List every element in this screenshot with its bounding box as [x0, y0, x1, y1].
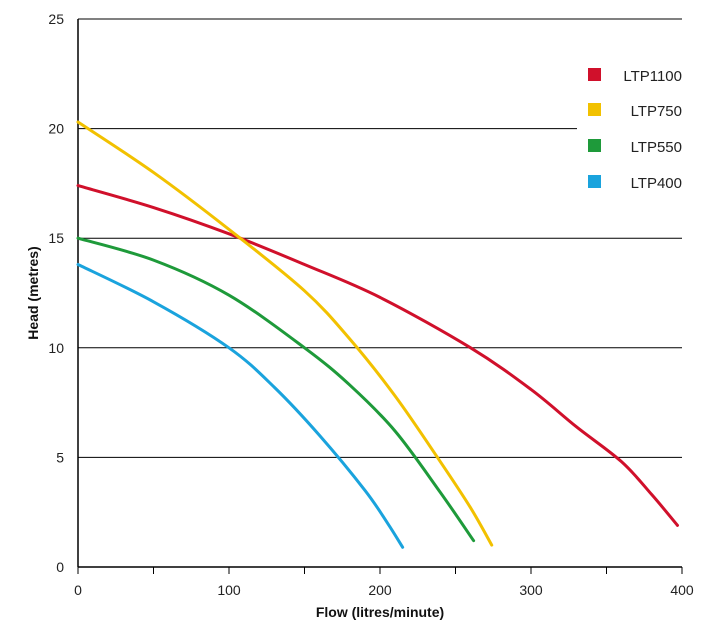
series-line-ltp1100	[76, 184, 679, 527]
x-tick-label: 0	[74, 582, 82, 598]
axes: 0 5 10 15 20 25 0 100 200 300 400	[48, 11, 693, 598]
legend-swatch	[588, 175, 601, 188]
x-tick-label: 300	[519, 582, 543, 598]
legend-swatch	[588, 68, 601, 81]
gridlines	[78, 18, 682, 458]
x-axis-title: Flow (litres/minute)	[316, 604, 444, 620]
y-tick-label: 15	[48, 230, 64, 246]
legend-label: LTP550	[631, 139, 682, 156]
legend-swatch	[588, 139, 601, 152]
y-tick-label: 5	[56, 449, 64, 465]
y-tick-label: 10	[48, 340, 64, 356]
legend-swatch	[588, 103, 601, 116]
legend-label: LTP750	[631, 103, 682, 120]
series-line-ltp550	[76, 236, 476, 543]
x-tick-label: 400	[670, 582, 694, 598]
legend-label: LTP1100	[623, 68, 682, 85]
series-line-ltp400	[76, 263, 405, 549]
series-lines	[76, 120, 679, 549]
series-line-ltp750	[76, 120, 494, 547]
x-tick-label: 200	[368, 582, 392, 598]
x-tick-label: 100	[217, 582, 241, 598]
legend: LTP1100 LTP750 LTP550 LTP400	[588, 68, 682, 192]
legend-label: LTP400	[631, 175, 682, 192]
y-tick-label: 20	[48, 121, 64, 137]
y-tick-label: 0	[56, 559, 64, 575]
y-axis-title: Head (metres)	[25, 246, 41, 339]
y-tick-label: 25	[48, 11, 64, 27]
